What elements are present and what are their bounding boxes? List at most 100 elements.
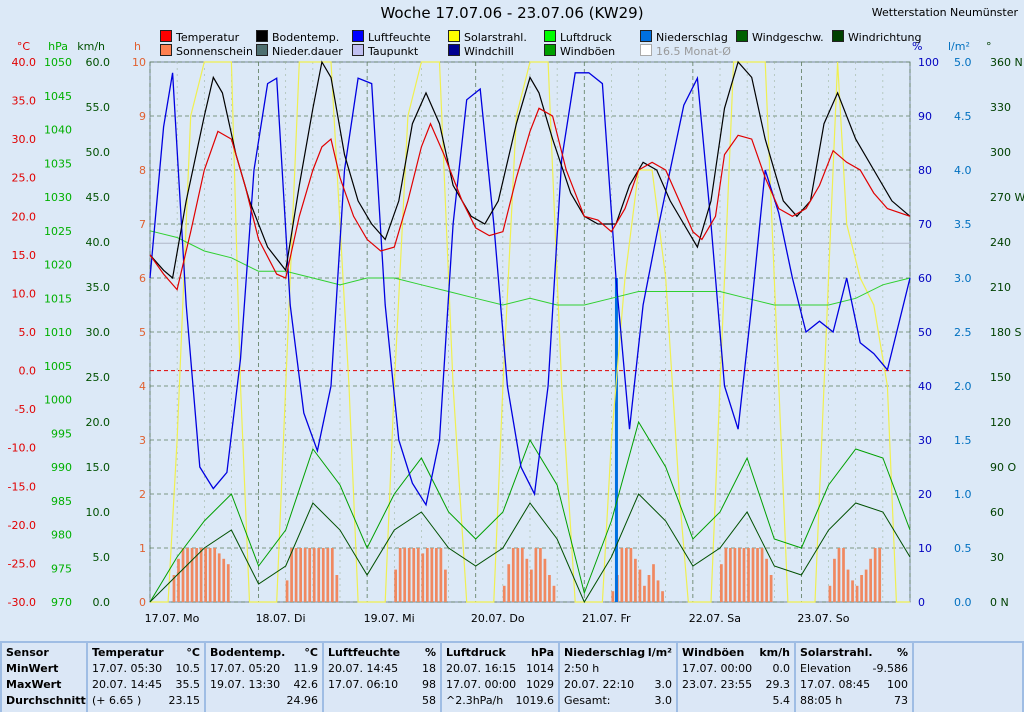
column-unit: °C xyxy=(304,646,318,659)
cell-label: 23.07. 23:55 xyxy=(682,678,753,691)
cell-value: 58 xyxy=(422,694,436,707)
legend-label: Bodentemp. xyxy=(272,31,340,44)
legend-item: Luftdruck xyxy=(544,30,612,44)
cell-value: 73 xyxy=(894,694,908,707)
hour-tick-label: 3 xyxy=(139,434,146,447)
rain-tick-label: 1.0 xyxy=(954,488,972,501)
legend-swatch xyxy=(544,30,556,42)
stats-row: ^2.3hPa/h 1019.6 xyxy=(446,693,554,709)
hpa-tick-label: 990 xyxy=(51,461,72,474)
sunshine-bar xyxy=(425,548,429,602)
hpa-tick-label: 1020 xyxy=(44,259,72,272)
legend-label: Temperatur xyxy=(176,31,240,44)
column-header-row: Windböen km/h xyxy=(682,645,790,661)
stats-row: 20.07. 16:15 1014 xyxy=(446,661,554,677)
hpa-tick-label: 995 xyxy=(51,427,72,440)
sunshine-bar xyxy=(851,580,854,602)
stats-column: Windböen km/h 17.07. 00:00 0.0 23.07. 23:55 2… xyxy=(678,643,794,712)
direction-tick-label: 210 xyxy=(990,281,1011,294)
direction-tick-label: 120 xyxy=(990,416,1011,429)
hpa-tick-label: 980 xyxy=(51,529,72,542)
percent-tick-label: 80 xyxy=(918,164,932,177)
sunshine-bar xyxy=(864,569,868,602)
sunshine-bar xyxy=(842,548,845,602)
cell-label: 17.07. 05:20 xyxy=(210,662,281,675)
direction-tick-label: 150 xyxy=(990,371,1011,384)
legend-label: Windchill xyxy=(464,45,514,58)
rain-tick-label: 1.5 xyxy=(954,434,972,447)
stats-row: (+ 6.65 ) 23.15 xyxy=(92,693,200,709)
row-labels-column: Sensor MinWert MaxWert Durchschnitt xyxy=(2,643,86,712)
sunshine-bar xyxy=(222,558,226,602)
cell-value: -9.586 xyxy=(872,662,908,675)
kmh-tick-label: 30.0 xyxy=(86,326,111,339)
sunshine-bar xyxy=(530,569,533,602)
sunshine-bar xyxy=(430,548,434,602)
stats-row: 17.07. 06:10 98 xyxy=(328,677,436,693)
percent-tick-label: 90 xyxy=(918,110,932,123)
temp-tick-label: -5.0 xyxy=(15,403,36,416)
cell-value: 18 xyxy=(422,662,436,675)
percent-tick-label: 10 xyxy=(918,542,932,555)
sunshine-bar xyxy=(321,548,325,602)
hour-tick-label: 10 xyxy=(132,56,146,69)
legend-swatch xyxy=(352,44,364,56)
sunshine-bar xyxy=(439,548,443,602)
direction-tick-label: 360 N xyxy=(990,56,1023,69)
weather-chart: 40.035.030.025.020.015.010.05.00.0-5.0-1… xyxy=(8,40,1024,625)
cell-label: 17.07. 00:00 xyxy=(682,662,753,675)
kmh-tick-label: 35.0 xyxy=(86,281,111,294)
direction-tick-label: 240 xyxy=(990,236,1011,249)
column-header: Bodentemp. xyxy=(210,646,286,659)
column-unit: l/m² xyxy=(647,646,672,659)
temp-tick-label: 5.0 xyxy=(19,326,37,339)
sunshine-bar xyxy=(620,548,624,602)
column-unit: hPa xyxy=(530,646,554,659)
cell-value: 42.6 xyxy=(293,678,319,691)
sunshine-bar xyxy=(403,548,407,602)
column-unit: % xyxy=(424,646,436,659)
legend: Temperatur Bodentemp. Luftfeuchte Solarstra… xyxy=(160,30,921,60)
sunshine-bar xyxy=(190,548,194,602)
sunshine-bar xyxy=(873,548,877,602)
sunshine-bar xyxy=(502,585,506,602)
stats-row: 17.07. 05:30 10.5 xyxy=(92,661,200,677)
cell-label: 88:05 h xyxy=(800,694,843,707)
legend-label: Luftfeuchte xyxy=(368,31,431,44)
cell-value: 1014 xyxy=(526,662,554,675)
sunshine-bar xyxy=(507,564,511,602)
cell-label: Elevation xyxy=(800,662,852,675)
rain-tick-label: 5.0 xyxy=(954,56,972,69)
legend-swatch xyxy=(256,44,268,56)
column-header: Temperatur xyxy=(92,646,164,659)
column-header-row: Solarstrahl.% xyxy=(800,645,908,661)
legend-swatch xyxy=(736,30,748,42)
hour-tick-label: 1 xyxy=(139,542,146,555)
temp-tick-label: -10.0 xyxy=(8,442,36,455)
sunshine-bar xyxy=(312,548,316,602)
column-header-row: Niederschlag l/m² xyxy=(564,645,672,661)
direction-tick-label: 300 xyxy=(990,146,1011,159)
column-unit: °C xyxy=(186,646,200,659)
sunshine-bar xyxy=(421,553,425,602)
row-label: MaxWert xyxy=(6,678,62,691)
sunshine-bar xyxy=(516,548,520,602)
legend-swatch xyxy=(160,30,172,42)
cell-label: Gesamt: xyxy=(564,694,611,707)
kmh-tick-label: 25.0 xyxy=(86,371,111,384)
direction-tick-label: 90 O xyxy=(990,461,1016,474)
temp-tick-label: 10.0 xyxy=(12,287,37,300)
legend-swatch xyxy=(832,30,844,42)
hour-tick-label: 5 xyxy=(139,326,146,339)
percent-tick-label: 20 xyxy=(918,488,932,501)
sunshine-bar xyxy=(652,564,655,602)
series-line-bodentemp xyxy=(149,60,911,280)
chart-title: Woche 17.07.06 - 23.07.06 (KW29) xyxy=(380,4,644,22)
legend-swatch xyxy=(544,44,556,56)
cell-label: ^2.3hPa/h xyxy=(446,694,504,707)
cell-value: 5.4 xyxy=(772,694,791,707)
legend-item: Niederschlag xyxy=(640,30,728,44)
temp-tick-label: 20.0 xyxy=(12,210,37,223)
cell-label: 20.07. 22:10 xyxy=(564,678,635,691)
temp-tick-label: 15.0 xyxy=(12,249,37,262)
